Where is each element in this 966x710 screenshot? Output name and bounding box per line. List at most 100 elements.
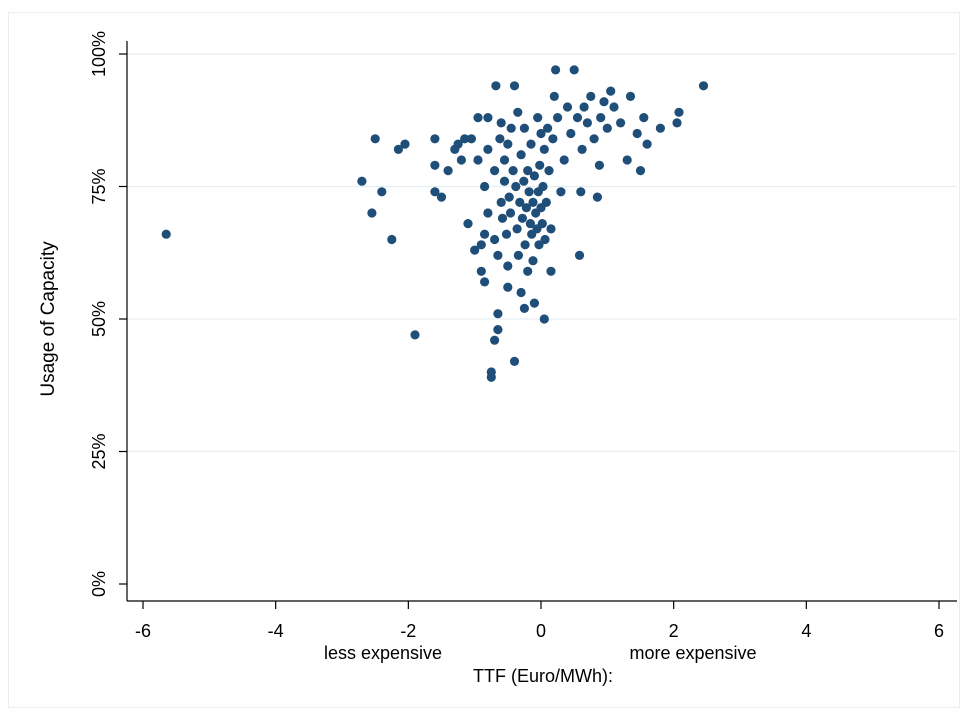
data-point	[498, 214, 507, 223]
data-point	[430, 134, 439, 143]
data-point	[357, 177, 366, 186]
data-point	[523, 267, 532, 276]
data-point	[517, 150, 526, 159]
data-point	[162, 230, 171, 239]
data-point	[514, 251, 523, 260]
data-point	[546, 267, 555, 276]
data-point	[656, 124, 665, 133]
data-point	[596, 113, 605, 122]
y-axis-title: Usage of Capacity	[38, 241, 59, 397]
data-point	[528, 198, 537, 207]
data-point	[586, 92, 595, 101]
data-point	[544, 166, 553, 175]
data-point	[599, 97, 608, 106]
data-point	[521, 240, 530, 249]
data-point	[507, 124, 516, 133]
data-point	[603, 124, 612, 133]
x-tick-label: 2	[669, 621, 679, 641]
data-point	[483, 208, 492, 217]
data-point	[367, 208, 376, 217]
data-point	[550, 92, 559, 101]
chart-frame: 0% 25% 50% 75% 100% -6 -4 -2 0 2 4 6 Usage of Capa…	[8, 12, 960, 708]
data-point	[556, 187, 565, 196]
data-point	[377, 187, 386, 196]
x-tick-label: 0	[536, 621, 546, 641]
data-point	[538, 219, 547, 228]
data-point	[573, 113, 582, 122]
data-point	[503, 283, 512, 292]
x-axis-note-right: more expensive	[629, 643, 756, 663]
data-point	[540, 145, 549, 154]
data-point	[473, 155, 482, 164]
data-point	[497, 118, 506, 127]
data-point	[519, 177, 528, 186]
data-point	[576, 187, 585, 196]
scatter-plot: 0% 25% 50% 75% 100% -6 -4 -2 0 2 4 6 Usage of Capa…	[9, 13, 959, 707]
data-point	[506, 208, 515, 217]
data-point	[623, 155, 632, 164]
data-point	[457, 155, 466, 164]
data-point	[553, 113, 562, 122]
data-point	[590, 134, 599, 143]
data-point	[467, 134, 476, 143]
data-point	[509, 166, 518, 175]
data-point	[493, 251, 502, 260]
data-point	[538, 182, 547, 191]
y-tick-label: 50%	[89, 301, 109, 337]
data-point	[530, 299, 539, 308]
x-tick-label: -4	[268, 621, 284, 641]
data-point	[495, 134, 504, 143]
data-point	[503, 140, 512, 149]
data-point	[463, 219, 472, 228]
data-point	[535, 161, 544, 170]
data-point	[543, 124, 552, 133]
x-tick-label: -6	[135, 621, 151, 641]
data-point	[480, 277, 489, 286]
data-point	[595, 161, 604, 170]
data-point	[575, 251, 584, 260]
data-point	[526, 140, 535, 149]
data-point	[525, 187, 534, 196]
data-point	[500, 155, 509, 164]
data-point	[633, 129, 642, 138]
data-point	[699, 81, 708, 90]
data-point	[500, 177, 509, 186]
data-point	[672, 118, 681, 127]
data-point	[490, 235, 499, 244]
data-point	[674, 108, 683, 117]
x-ticks: -6 -4 -2 0 2 4 6	[135, 601, 944, 641]
data-point	[517, 288, 526, 297]
data-point	[477, 267, 486, 276]
gridlines	[127, 54, 957, 452]
data-point	[497, 198, 506, 207]
x-tick-label: 6	[934, 621, 944, 641]
data-point	[530, 171, 539, 180]
y-tick-label: 25%	[89, 433, 109, 469]
data-point	[483, 145, 492, 154]
data-point	[546, 224, 555, 233]
x-tick-label: -2	[400, 621, 416, 641]
data-point	[510, 81, 519, 90]
data-point	[387, 235, 396, 244]
y-tick-label: 100%	[89, 31, 109, 77]
data-point	[639, 113, 648, 122]
x-tick-label: 4	[801, 621, 811, 641]
data-point	[583, 118, 592, 127]
data-point	[491, 81, 500, 90]
data-point	[493, 325, 502, 334]
data-point	[444, 166, 453, 175]
data-point	[540, 235, 549, 244]
data-point	[502, 230, 511, 239]
data-point	[371, 134, 380, 143]
data-point	[560, 155, 569, 164]
data-point	[528, 256, 537, 265]
data-point	[487, 373, 496, 382]
data-point	[437, 193, 446, 202]
data-point	[540, 314, 549, 323]
data-point	[542, 198, 551, 207]
data-point	[548, 134, 557, 143]
data-point	[430, 161, 439, 170]
data-point	[643, 140, 652, 149]
data-point	[520, 304, 529, 313]
data-point	[477, 240, 486, 249]
